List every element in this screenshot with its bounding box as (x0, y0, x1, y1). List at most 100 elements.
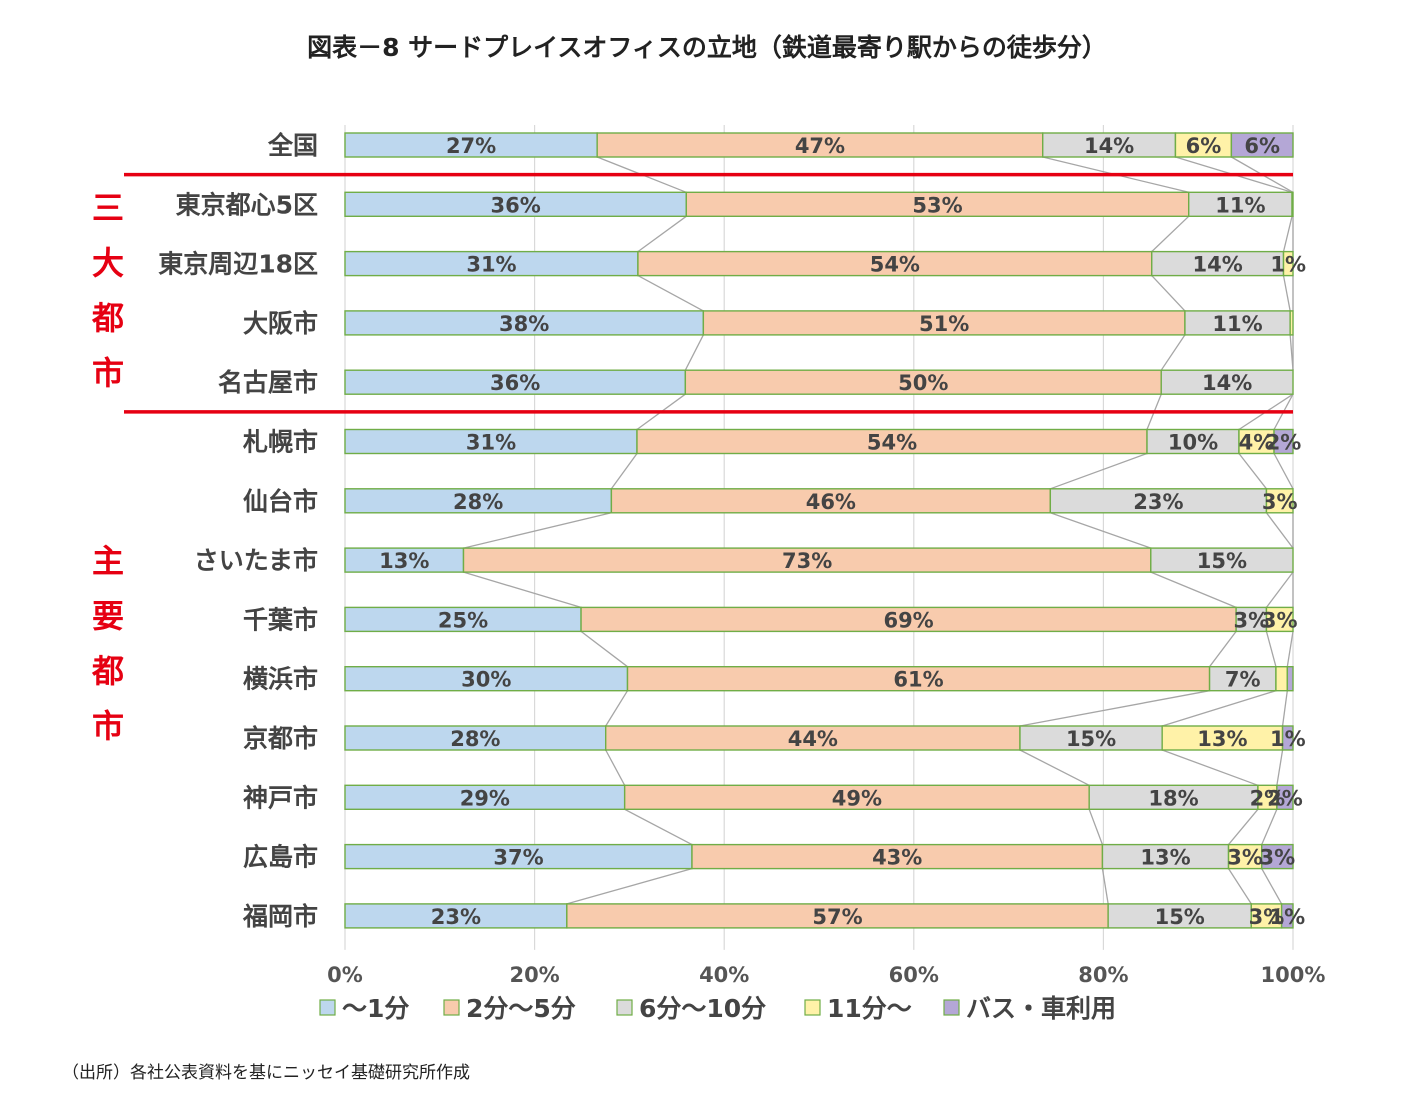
bar-segment (1227, 843, 1263, 870)
data-label: 3% (1262, 490, 1298, 514)
category-label: 大阪市 (243, 309, 318, 338)
bar-segment (1265, 606, 1294, 633)
x-axis-tick-labels: 0% 20% 40% 60% 80% 100% (327, 963, 1325, 987)
data-label: 15% (1155, 905, 1205, 929)
legend-swatch (443, 999, 460, 1016)
chart-title: 図表－8 サードプレイスオフィスの立地（鉄道最寄り駅からの徒歩分） (307, 33, 1107, 62)
legend-label: 11分～ (827, 994, 912, 1023)
data-label: 28% (450, 727, 500, 751)
data-label: 23% (1133, 490, 1183, 514)
group-label-char: 都 (91, 652, 124, 690)
legend-label: 2分～5分 (466, 994, 576, 1023)
bar-segment (1146, 428, 1240, 455)
data-label: 27% (446, 134, 496, 158)
bar-segment (1275, 666, 1289, 692)
data-label: 13% (1140, 846, 1190, 870)
data-label: 46% (806, 490, 856, 514)
data-label: 31% (466, 431, 516, 455)
data-label: 57% (812, 905, 862, 929)
legend-swatch (319, 999, 336, 1016)
connector-line (1209, 631, 1237, 668)
bar-segment (344, 903, 568, 929)
bar-segment (344, 191, 687, 218)
group-label-char: 都 (91, 299, 124, 337)
data-label: 44% (788, 727, 838, 751)
bar-segment (344, 132, 598, 158)
group-label-char: 要 (92, 597, 124, 635)
connector-line (605, 749, 626, 786)
legend-label: バス・車利用 (966, 994, 1116, 1023)
connector-line (1273, 453, 1294, 490)
bar-segment (344, 725, 607, 751)
data-label: 54% (870, 253, 920, 277)
data-label: 7% (1225, 668, 1261, 692)
bar-segment (1042, 132, 1177, 158)
category-label: 千葉市 (243, 605, 318, 634)
data-label: 31% (466, 253, 516, 277)
bar-segment (1150, 547, 1294, 573)
group-label-char: 三 (92, 189, 124, 227)
connector-line (1265, 631, 1277, 667)
data-label: 23% (431, 905, 481, 929)
legend-swatch (943, 999, 960, 1016)
category-label: 名古屋市 (218, 368, 318, 397)
connector-line (1160, 334, 1186, 371)
connector-line (1161, 749, 1259, 786)
connector-line (566, 867, 693, 905)
connector-line (624, 808, 693, 846)
connector-line (1228, 808, 1259, 846)
connector-line (637, 215, 687, 253)
legend-swatch (804, 999, 821, 1016)
connector-line (1281, 690, 1288, 727)
bar-segment (1230, 132, 1294, 158)
data-label: 13% (1197, 727, 1247, 751)
data-label: 51% (919, 312, 969, 336)
data-label: 4% (1239, 431, 1275, 455)
bar-segment (637, 250, 1153, 277)
category-label: 神戸市 (243, 783, 318, 812)
x-tick-label: 40% (699, 963, 749, 987)
connector-line (463, 512, 612, 549)
bar-segment (344, 488, 613, 514)
data-label: 49% (832, 786, 882, 810)
data-label: 3% (1249, 905, 1285, 929)
bar-segment (1276, 784, 1294, 810)
group-label-char: 主 (92, 542, 124, 580)
data-labels: 27% 47% 14% 6% 6% 36% 53% 11% 31% 54% 14% 1% 38% 51% 1… (379, 134, 1306, 929)
bar-segment (462, 547, 1152, 573)
data-label: 47% (795, 134, 845, 158)
bar-segment (1289, 310, 1294, 336)
bar-segment (1265, 488, 1294, 514)
group-separators (124, 172, 1293, 414)
connector-line (1265, 512, 1294, 549)
connector-line (605, 690, 629, 727)
connector-line (1150, 571, 1237, 609)
x-tick-label: 80% (1078, 963, 1128, 987)
connector-line (1019, 749, 1090, 786)
connector-line (1161, 690, 1277, 727)
data-label: 69% (883, 608, 933, 632)
data-label: 25% (438, 608, 488, 632)
category-label: 仙台市 (243, 487, 318, 516)
data-label: 3% (1227, 846, 1263, 870)
bar-segment (344, 606, 582, 633)
group-label-char: 市 (92, 354, 124, 392)
bar-segment (344, 250, 639, 277)
legend-swatch (616, 999, 633, 1016)
data-label: 36% (490, 371, 540, 395)
category-label: 横浜市 (243, 665, 318, 694)
data-label: 3% (1260, 846, 1296, 870)
bar-segment (1282, 250, 1294, 277)
connector-line (1151, 215, 1190, 253)
bar-segment (344, 547, 465, 573)
bar-segment (1280, 903, 1294, 929)
category-label: さいたま市 (194, 546, 318, 575)
data-label: 6% (1186, 134, 1222, 158)
data-label: 3% (1262, 608, 1298, 632)
bar-segment (1273, 428, 1294, 455)
data-label: 30% (461, 668, 511, 692)
bar-segment (1174, 132, 1233, 158)
connector-line (1088, 809, 1104, 845)
category-label: 札幌市 (242, 428, 318, 457)
